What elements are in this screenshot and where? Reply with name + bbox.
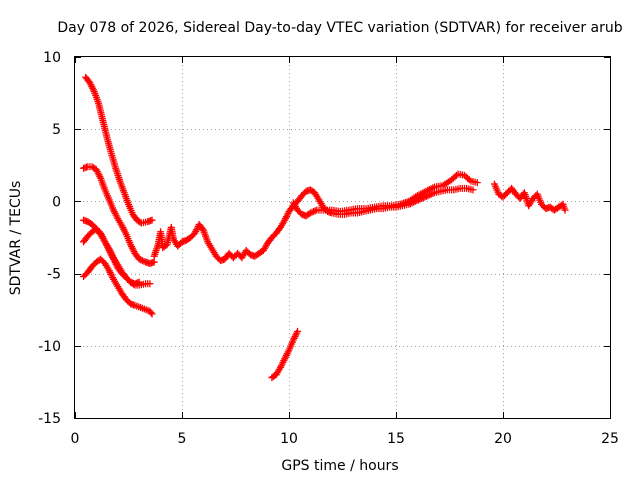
data-point	[148, 310, 156, 318]
data-point	[146, 280, 154, 288]
x-tick-label: 20	[494, 431, 512, 447]
x-tick-label: 10	[280, 431, 298, 447]
data-point	[561, 206, 569, 214]
data-point	[135, 278, 143, 286]
series-arc-main-upper	[289, 170, 481, 220]
data-point	[465, 176, 473, 184]
series-arc-late	[490, 180, 569, 214]
data-point	[138, 257, 146, 265]
y-tick-label: 0	[52, 194, 61, 210]
plot-frame	[74, 56, 611, 419]
data-point	[419, 194, 427, 202]
x-tick-label: 15	[387, 431, 405, 447]
y-tick-label: 10	[43, 50, 61, 66]
data-point	[135, 255, 143, 263]
x-tick-label: 25	[601, 431, 619, 447]
series-arc-top	[82, 73, 156, 227]
y-tick-label: -5	[47, 267, 61, 283]
data-point	[469, 186, 477, 194]
data-point	[310, 208, 318, 216]
chart-title: Day 078 of 2026, Sidereal Day-to-day VTE…	[57, 20, 622, 36]
axis-ticks: 0 5 10 15 20 25 -15 -10 -5 0 5 10	[38, 50, 619, 447]
x-tick-label: 5	[178, 431, 187, 447]
y-tick-label: 5	[52, 122, 61, 138]
series-arc-fifth	[80, 255, 156, 318]
data-point	[148, 216, 156, 224]
y-tick-label: -15	[38, 411, 61, 427]
data-point	[137, 256, 145, 264]
data-point	[306, 209, 314, 217]
x-axis-label: GPS time / hours	[281, 458, 398, 474]
data-point	[473, 179, 481, 187]
data-point	[147, 309, 155, 317]
y-axis-label: SDTVAR / TECUs	[8, 181, 24, 296]
data-point	[416, 195, 424, 203]
data-point	[452, 171, 460, 179]
data-point	[294, 327, 302, 335]
series-arc-second	[80, 163, 158, 267]
y-tick-label: -10	[38, 339, 61, 355]
series-arc-isolated	[268, 327, 302, 382]
grid	[75, 57, 610, 418]
data-point	[140, 257, 148, 265]
data-point	[311, 207, 319, 215]
data-point	[308, 208, 316, 216]
data-points	[80, 73, 569, 382]
data-point	[418, 195, 426, 203]
series-arc-fourth	[80, 225, 143, 288]
x-tick-label: 0	[71, 431, 80, 447]
